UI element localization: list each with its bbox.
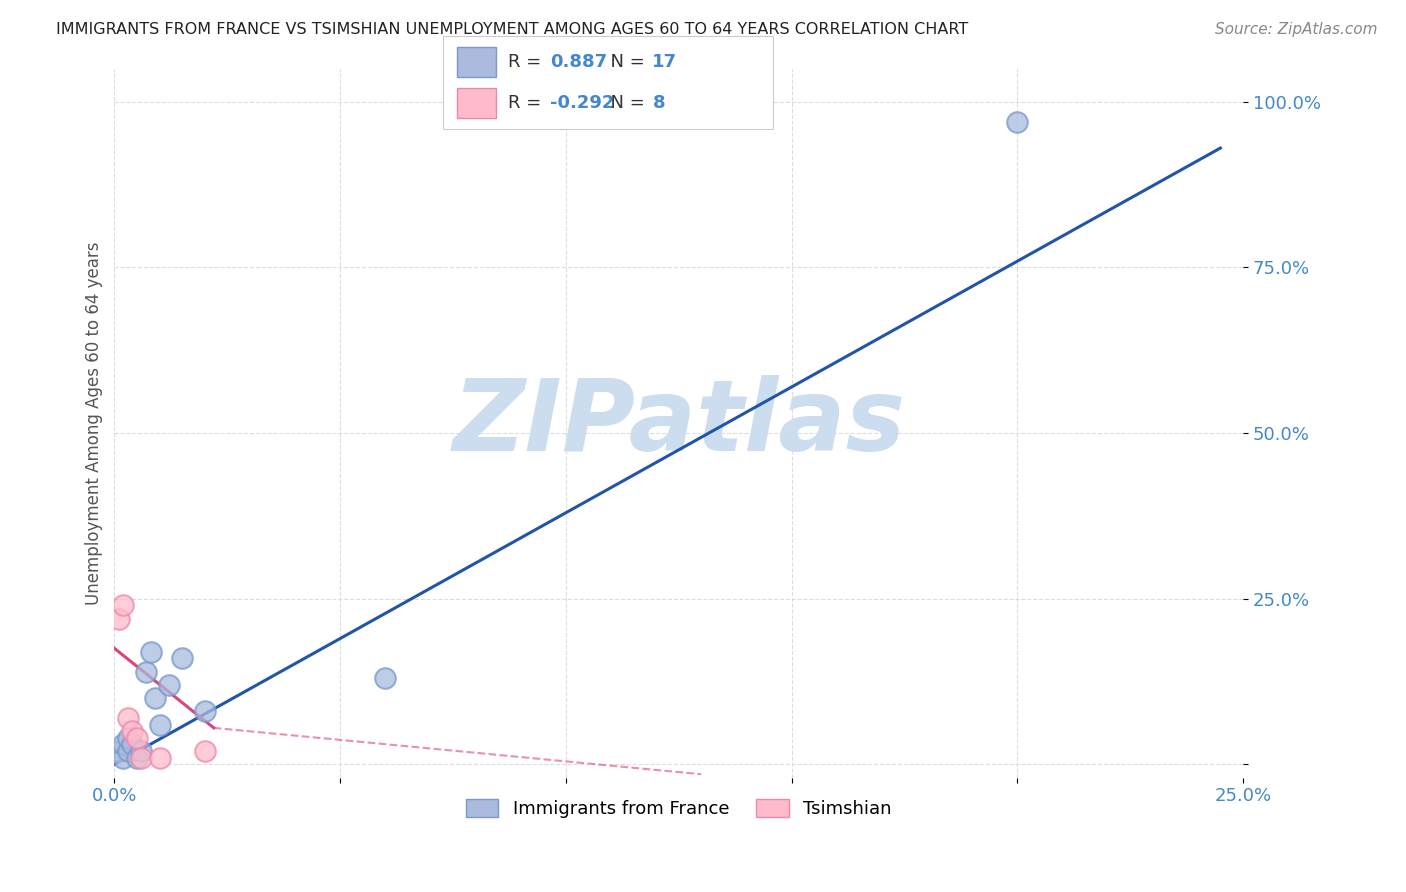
Point [157,678,180,692]
Point [194,704,217,718]
Text: N =: N = [599,95,651,112]
Text: 17: 17 [652,53,678,70]
Legend: Immigrants from France, Tsimshian: Immigrants from France, Tsimshian [458,791,898,825]
Point [131,750,153,764]
Point [117,711,139,725]
Point [139,645,162,659]
Y-axis label: Unemployment Among Ages 60 to 64 years: Unemployment Among Ages 60 to 64 years [86,242,103,605]
Text: -0.292: -0.292 [550,95,614,112]
Text: R =: R = [508,95,547,112]
Point [374,671,396,685]
Point [143,691,166,706]
Point [131,744,153,758]
Point [125,731,148,745]
Text: N =: N = [599,53,651,70]
Text: 0.887: 0.887 [550,53,607,70]
Point [194,744,217,758]
Point [1007,114,1029,128]
Point [117,731,139,745]
Text: 8: 8 [652,95,665,112]
Text: Source: ZipAtlas.com: Source: ZipAtlas.com [1215,22,1378,37]
Point [117,744,139,758]
Text: IMMIGRANTS FROM FRANCE VS TSIMSHIAN UNEMPLOYMENT AMONG AGES 60 TO 64 YEARS CORRE: IMMIGRANTS FROM FRANCE VS TSIMSHIAN UNEM… [56,22,969,37]
Point [125,750,148,764]
Point [112,599,135,613]
Point [121,724,143,739]
Point [148,750,170,764]
Text: R =: R = [508,53,547,70]
Point [135,665,157,679]
Point [148,717,170,731]
Point [112,750,135,764]
Point [108,744,131,758]
Point [108,611,131,625]
Point [172,651,194,665]
Text: ZIPatlas: ZIPatlas [453,375,905,472]
Point [121,738,143,752]
Point [112,738,135,752]
